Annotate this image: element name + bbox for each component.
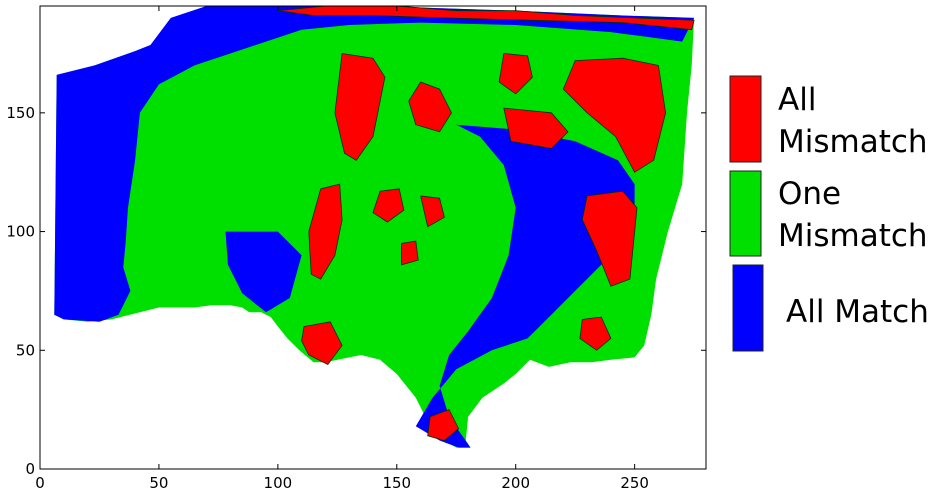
legend-label-1: One xyxy=(778,176,841,212)
legend-swatch-1 xyxy=(730,171,761,256)
x-tick-label: 100 xyxy=(264,474,293,492)
y-tick-label: 100 xyxy=(6,223,35,241)
legend-swatch-2 xyxy=(733,265,763,351)
legend-label-2: All Match xyxy=(786,294,929,330)
y-tick-label: 50 xyxy=(16,341,35,359)
x-tick-label: 50 xyxy=(149,474,168,492)
plot-area xyxy=(54,6,694,448)
y-tick-label: 150 xyxy=(6,104,35,122)
legend-label-0: All xyxy=(778,82,816,118)
x-tick-label: 200 xyxy=(501,474,530,492)
legend: All Mismatch One Mismatch All Match xyxy=(730,76,929,351)
legend-swatch-0 xyxy=(730,76,761,162)
y-tick-label: 0 xyxy=(25,460,35,478)
legend-label-0: Mismatch xyxy=(778,124,928,160)
legend-label-1: Mismatch xyxy=(778,218,928,254)
x-tick-label: 250 xyxy=(620,474,649,492)
x-tick-label: 150 xyxy=(382,474,411,492)
x-tick-label: 0 xyxy=(35,474,45,492)
